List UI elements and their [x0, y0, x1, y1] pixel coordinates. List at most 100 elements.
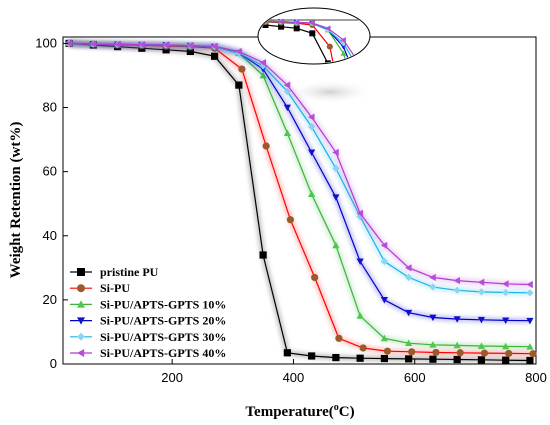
x-tick-label: 400: [283, 370, 305, 385]
series-5-point-17: [453, 286, 461, 294]
series-1-point-6: [186, 47, 194, 56]
series-6-point-6: [186, 42, 194, 50]
series-4-point-19: [502, 317, 510, 324]
series-1: [65, 39, 534, 365]
inset-series-2-point-3: [247, 18, 253, 24]
series-2-point-12: [335, 334, 343, 342]
legend: pristine PU Si-PU Si-PU/APTS-GPTS 10% Si-PU…: [70, 265, 226, 360]
inset-series-6-point-8: [324, 25, 331, 32]
series-6: [65, 39, 533, 289]
inset-series-1-point-8: [324, 60, 331, 63]
legend-item-6: Si-PU/APTS-GPTS 40%: [70, 346, 226, 360]
series-5-point-14: [380, 257, 388, 266]
y-tick-label: 40: [43, 228, 57, 243]
inset-series-6-point-2: [231, 18, 236, 24]
legend-swatch-marker: [77, 268, 85, 276]
series-2-point-16: [432, 348, 440, 357]
inset-series-6-point-3: [247, 18, 252, 24]
series-4-point-17: [453, 316, 461, 323]
inset-series-6-point-1: [216, 17, 221, 23]
series-6-point-10: [283, 81, 291, 89]
series-6-point-2: [89, 40, 97, 48]
x-tick-label: 600: [404, 370, 426, 385]
series-3-point-17: [453, 341, 461, 349]
series-5-point-19: [502, 288, 510, 297]
y-tick-label: 60: [43, 164, 57, 179]
axes: 200 400 600 800 0 20 40 60 80 100: [35, 35, 547, 385]
series-2-point-10: [286, 216, 295, 224]
legend-label: Si-PU/APTS-GPTS 30%: [100, 330, 226, 344]
series-2-point-18: [480, 349, 489, 357]
series-1-point-20: [526, 356, 534, 365]
inset-series-3-point-9: [340, 50, 347, 56]
inset-series-1-point-5: [278, 23, 285, 30]
series-1-point-17: [453, 355, 461, 364]
series-1-point-8: [235, 81, 243, 89]
series-6-point-3: [113, 40, 121, 48]
series-2-point-11: [311, 273, 319, 282]
series-4-point-12: [332, 194, 340, 201]
series-2-point-20: [529, 350, 537, 358]
series-4-point-14: [380, 297, 388, 304]
legend-swatch-marker: [77, 317, 85, 325]
series-4-point-13: [356, 258, 364, 266]
legend-item-2: Si-PU: [70, 281, 130, 295]
series-6-point-12: [332, 148, 339, 157]
series-2-point-19: [505, 349, 513, 358]
y-tick-label: 80: [43, 100, 57, 115]
inset-series-2-point-2: [231, 18, 237, 24]
inset-series-6-point-9: [340, 37, 346, 43]
legend-item-5: Si-PU/APTS-GPTS 30%: [70, 330, 226, 344]
series-6-point-18: [477, 278, 485, 286]
series-1-point-11: [308, 352, 316, 360]
inset-series-1-point-2: [231, 19, 237, 25]
series-6-point-14: [380, 241, 388, 249]
series-3-point-20: [526, 343, 534, 350]
series-2-point-8: [238, 65, 246, 73]
series-5-point-15: [405, 273, 413, 282]
inset-series-3-point-2: [231, 18, 237, 23]
inset-series-4-point-3: [247, 19, 253, 24]
series-5-point-11: [308, 123, 316, 131]
series-1-point-7: [211, 52, 219, 60]
series-3-point-14: [380, 334, 388, 342]
series-3-point-11: [308, 190, 316, 197]
legend-item-3: Si-PU/APTS-GPTS 10%: [70, 297, 226, 311]
legend-label: Si-PU: [100, 281, 130, 295]
series-2-point-9: [262, 142, 270, 150]
inset-series-5-point-3: [247, 18, 253, 24]
series-6-point-9: [259, 59, 266, 67]
series-2-point-15: [408, 348, 416, 356]
inset-series-4-point-2: [231, 18, 237, 23]
series-6-point-13: [356, 209, 364, 217]
series-1-point-14: [380, 354, 388, 363]
series-6-point-1: [65, 39, 72, 48]
series-layer: [65, 39, 537, 365]
inset-series-2-point-1: [216, 17, 222, 23]
series-2-point-14: [383, 347, 392, 355]
series-5-point-10: [283, 87, 291, 96]
series-3-point-12: [332, 241, 340, 249]
series-1-point-10: [283, 349, 291, 357]
inset-series-3-point-3: [247, 18, 253, 23]
zoom-inset: [216, 7, 371, 65]
series-4-point-18: [477, 316, 486, 324]
series-4-point-10: [283, 104, 291, 112]
series-1-point-12: [332, 353, 340, 362]
series-6-point-20: [526, 280, 533, 289]
x-tick-label: 800: [525, 370, 547, 385]
series-6-point-8: [235, 47, 242, 56]
series-5-point-18: [477, 288, 486, 296]
inset-series-6-point-6: [293, 19, 300, 26]
series-5-point-20: [526, 289, 534, 297]
inset-series-3-point-1: [216, 17, 222, 22]
inset-series-6-line: [259, 19, 369, 63]
series-1-point-15: [405, 355, 413, 363]
series-4-point-11: [308, 149, 316, 157]
inset-series-1-point-6: [293, 25, 300, 32]
series-4-point-15: [405, 309, 413, 317]
legend-swatch-marker: [77, 332, 85, 341]
inset-series-6-point-7: [309, 20, 315, 26]
legend-label: pristine PU: [100, 265, 159, 279]
